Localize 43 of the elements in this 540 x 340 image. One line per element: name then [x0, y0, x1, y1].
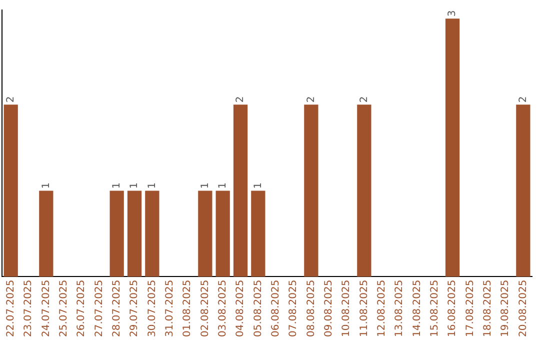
- x-tick-label: 10.08.2025: [341, 280, 352, 338]
- x-tick-label: 09.08.2025: [323, 280, 334, 338]
- x-tick-label: 15.08.2025: [429, 280, 440, 338]
- x-tick-label: 06.08.2025: [270, 280, 282, 338]
- x-tick-label: 07.08.2025: [288, 280, 300, 338]
- x-tick-label: 20.08.2025: [518, 280, 529, 338]
- x-tick-label: 29.07.2025: [129, 280, 140, 338]
- x-tick-label: 28.07.2025: [111, 280, 122, 338]
- data-label: 2: [306, 96, 317, 103]
- data-label: 1: [111, 182, 122, 189]
- data-label: 1: [200, 182, 211, 189]
- x-tick-label: 24.07.2025: [40, 280, 52, 338]
- x-tick-label: 05.08.2025: [252, 280, 264, 338]
- x-tick-label: 18.08.2025: [482, 280, 494, 338]
- x-tick-label: 16.08.2025: [447, 280, 458, 338]
- x-tick-label: 03.08.2025: [217, 280, 228, 338]
- data-label: 3: [447, 10, 458, 17]
- x-tick-label: 04.08.2025: [235, 280, 246, 338]
- x-tick-label: 08.08.2025: [306, 280, 317, 338]
- data-label: 2: [235, 96, 246, 103]
- x-tick-label: 14.08.2025: [412, 280, 423, 338]
- x-tick-label: 31.07.2025: [164, 280, 176, 338]
- x-tick-label: 23.07.2025: [23, 280, 34, 338]
- x-tick-label: 19.08.2025: [500, 280, 512, 338]
- x-tick-label: 11.08.2025: [358, 280, 370, 338]
- data-label: 1: [217, 182, 228, 189]
- x-tick-label: 25.07.2025: [58, 280, 70, 338]
- x-tick-label: 27.07.2025: [94, 280, 105, 338]
- x-tick-label: 17.08.2025: [464, 280, 476, 338]
- x-tick-label: 22.07.2025: [5, 280, 16, 338]
- x-tick-label: 12.08.2025: [376, 280, 388, 338]
- data-label: 1: [146, 182, 158, 189]
- x-tick-label: 13.08.2025: [394, 280, 406, 338]
- data-label: 1: [129, 182, 140, 189]
- x-tick-label: 30.07.2025: [146, 280, 158, 338]
- data-label: 2: [358, 96, 370, 103]
- data-label: 2: [518, 96, 529, 103]
- x-tick-label: 01.08.2025: [182, 280, 194, 338]
- x-tick-label: 02.08.2025: [200, 280, 211, 338]
- data-label: 1: [40, 182, 52, 189]
- data-label: 1: [252, 182, 264, 189]
- x-tick-label: 26.07.2025: [76, 280, 88, 338]
- data-label: 2: [5, 96, 16, 103]
